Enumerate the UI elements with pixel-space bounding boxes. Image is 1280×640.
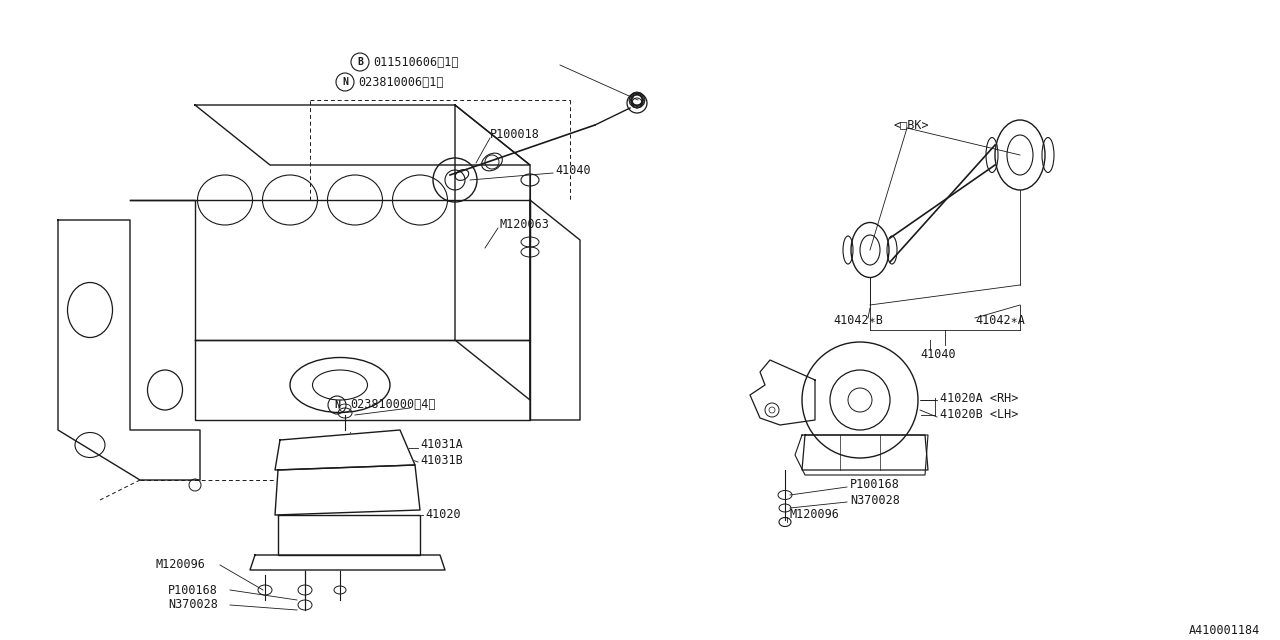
- Polygon shape: [250, 555, 445, 570]
- Text: P100168: P100168: [850, 479, 900, 492]
- Polygon shape: [795, 435, 928, 475]
- Text: 41040: 41040: [920, 349, 956, 362]
- Polygon shape: [195, 340, 530, 420]
- Text: A410001184: A410001184: [1189, 623, 1260, 637]
- Polygon shape: [278, 515, 420, 555]
- Text: 41042∗A: 41042∗A: [975, 314, 1025, 326]
- Text: 41020: 41020: [425, 509, 461, 522]
- Text: 41020A <RH>: 41020A <RH>: [940, 392, 1019, 404]
- Text: P100018: P100018: [490, 129, 540, 141]
- Polygon shape: [131, 200, 530, 340]
- Text: B: B: [357, 57, 364, 67]
- Polygon shape: [750, 360, 815, 425]
- Text: M120096: M120096: [790, 509, 840, 522]
- Text: 011510606（1）: 011510606（1）: [372, 56, 458, 68]
- Text: <□BK>: <□BK>: [893, 118, 928, 131]
- Text: M120096: M120096: [155, 559, 205, 572]
- Text: N: N: [342, 77, 348, 87]
- Polygon shape: [275, 430, 415, 470]
- Text: N370028: N370028: [850, 493, 900, 506]
- Text: M120063: M120063: [500, 218, 550, 232]
- Polygon shape: [803, 435, 928, 470]
- Text: 41040: 41040: [556, 163, 590, 177]
- Text: 023810006（1）: 023810006（1）: [358, 76, 443, 88]
- Polygon shape: [58, 220, 200, 480]
- Polygon shape: [530, 200, 580, 420]
- Text: P100168: P100168: [168, 584, 218, 596]
- Text: 41020B <LH>: 41020B <LH>: [940, 408, 1019, 422]
- Text: N: N: [334, 400, 340, 410]
- Text: N370028: N370028: [168, 598, 218, 611]
- Text: 41031B: 41031B: [420, 454, 463, 467]
- Polygon shape: [454, 105, 530, 400]
- Polygon shape: [195, 105, 530, 165]
- Polygon shape: [275, 465, 420, 515]
- Text: 41042∗B: 41042∗B: [833, 314, 883, 326]
- Text: 023810000（4）: 023810000（4）: [349, 399, 435, 412]
- Text: 41031A: 41031A: [420, 438, 463, 451]
